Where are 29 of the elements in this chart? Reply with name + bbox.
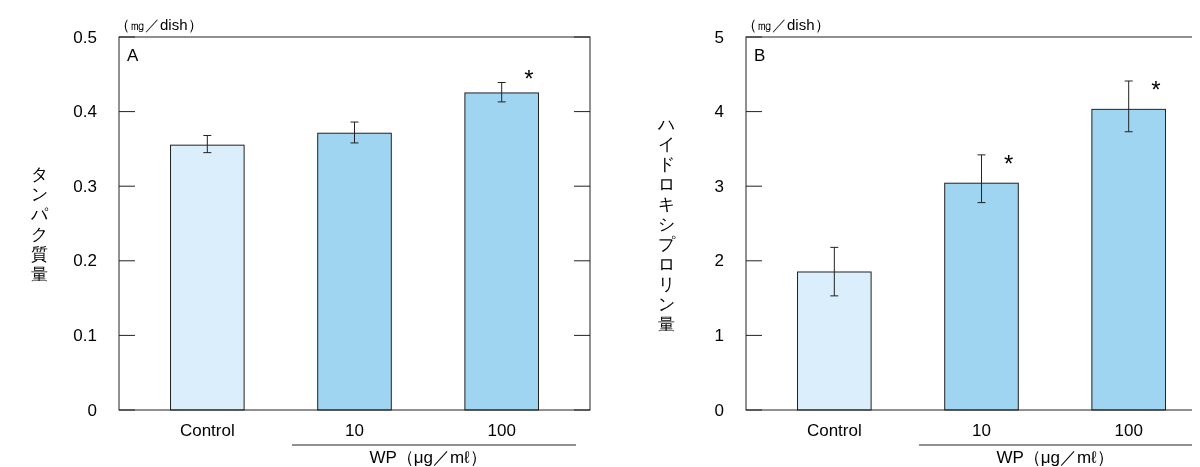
text: （㎎／dish）: [115, 15, 203, 33]
y-tick-label: 0.5: [73, 27, 97, 47]
x-axis-title: WP（μg／mℓ）: [996, 447, 1114, 467]
y-tick-label: 1: [714, 325, 724, 345]
x-tick-label: 100: [487, 420, 516, 440]
x-tick-label: 10: [345, 420, 364, 440]
y-tick-label: 0: [714, 400, 724, 420]
annotation: *: [524, 65, 534, 93]
x-tick-label: Control: [179, 420, 235, 440]
text: （㎎／dish）: [742, 15, 830, 33]
y-tick-label: 4: [714, 102, 724, 122]
y-tick-label: 3: [714, 176, 724, 196]
annotation: *: [1151, 75, 1161, 103]
y-tick-label: 2: [714, 251, 724, 271]
y-tick-label: 0.3: [73, 176, 97, 196]
x-tick-label: 10: [972, 420, 991, 440]
text: ハイドロキシプロリン量: [657, 114, 675, 333]
text: A: [127, 45, 139, 65]
y-axis-title: タンパク質量: [29, 164, 49, 283]
x-tick-label: 100: [1114, 420, 1143, 440]
y-tick-label: 0: [87, 400, 97, 420]
y-tick-label: 5: [714, 27, 724, 47]
x-tick-label: Control: [806, 420, 862, 440]
y-tick-label: 0.2: [73, 251, 97, 271]
y-tick-label: 0.4: [73, 102, 97, 122]
annotation: *: [1004, 149, 1014, 177]
y-tick-label: 0.1: [73, 325, 97, 345]
x-axis-title: WP（μg／mℓ）: [369, 447, 487, 467]
text: B: [754, 45, 766, 65]
